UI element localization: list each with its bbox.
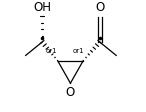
Text: O: O: [66, 86, 75, 99]
Text: OH: OH: [33, 1, 51, 14]
Text: or1: or1: [46, 48, 58, 54]
Text: or1: or1: [73, 48, 85, 54]
Text: O: O: [95, 1, 104, 14]
